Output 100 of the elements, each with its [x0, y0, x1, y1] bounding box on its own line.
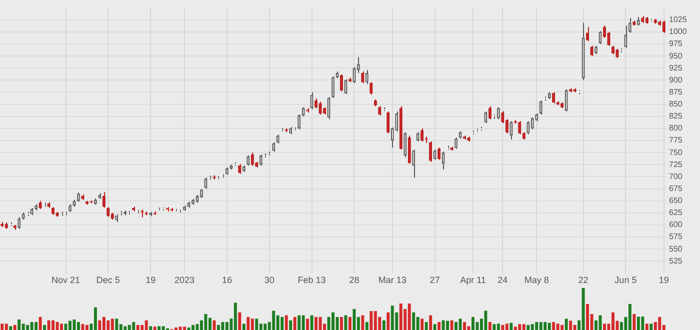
x-tick-label: Nov 21 [51, 275, 80, 286]
bar [187, 327, 190, 330]
bar [650, 324, 653, 330]
bar [484, 310, 488, 330]
candlestick [340, 74, 343, 92]
bar [280, 316, 284, 330]
bar [115, 318, 118, 330]
bar [22, 324, 25, 330]
x-tick-label: Apr 11 [460, 275, 486, 286]
candlestick [251, 152, 254, 166]
bar [56, 322, 59, 330]
bar [433, 324, 436, 330]
y-tick-label: 925 [669, 63, 683, 72]
bar [272, 310, 276, 330]
bar [110, 318, 114, 330]
candlestick [582, 22, 585, 81]
bar [136, 324, 140, 330]
x-tick-label: 2023 [174, 275, 195, 286]
candlestick [260, 154, 262, 166]
bar [306, 318, 310, 330]
bar [132, 322, 136, 330]
candlestick [332, 76, 334, 99]
candlestick [60, 211, 63, 216]
candlestick [302, 106, 305, 117]
bar [582, 288, 585, 330]
bar [18, 320, 21, 330]
candlestick [120, 210, 122, 216]
bar [30, 322, 34, 330]
candlestick [344, 78, 348, 95]
bar [128, 324, 131, 330]
bar [221, 322, 224, 330]
y-tick-label: 550 [669, 244, 683, 254]
y-tick-label: 750 [669, 148, 683, 157]
bar [501, 324, 504, 330]
bar [34, 322, 38, 330]
y-tick-label: 975 [669, 39, 683, 48]
candlestick [18, 216, 20, 230]
bar [250, 318, 254, 330]
bar [530, 324, 534, 330]
bar [408, 304, 411, 330]
y-tick-label: 900 [669, 75, 683, 84]
candlestick [43, 202, 46, 208]
bar [149, 326, 152, 330]
bar [569, 320, 572, 330]
bar [514, 326, 517, 330]
bar [365, 322, 368, 330]
bar [556, 324, 560, 330]
bar [310, 315, 314, 330]
bar [332, 312, 334, 330]
candlestick [327, 96, 330, 120]
bar [38, 316, 42, 330]
bar [284, 315, 288, 330]
candlestick [366, 70, 368, 85]
candlestick [497, 106, 500, 120]
bar [344, 315, 348, 330]
y-tick-label: 950 [669, 51, 683, 60]
bar [492, 324, 496, 330]
x-tick-label: Mar 13 [378, 275, 406, 286]
bar [293, 316, 296, 330]
bar [424, 322, 428, 330]
bar [192, 324, 194, 330]
x-tick-label: 30 [264, 275, 274, 286]
bar [560, 324, 564, 330]
candlestick [204, 177, 208, 190]
bar [4, 324, 8, 330]
bar [26, 324, 30, 330]
bar [488, 322, 492, 330]
candlestick [268, 151, 271, 156]
bar [178, 326, 182, 330]
y-tick-label: 675 [669, 184, 683, 193]
bar [390, 306, 394, 330]
bar [314, 316, 318, 330]
bar [52, 320, 55, 330]
bar [544, 322, 547, 330]
candlestick [412, 149, 415, 178]
candlestick [586, 26, 589, 42]
bar [611, 312, 614, 330]
bar [68, 320, 72, 330]
candlestick [598, 30, 602, 44]
bar [140, 324, 144, 330]
bar [454, 322, 458, 330]
bar [636, 316, 640, 330]
candlestick [530, 116, 534, 130]
bar [412, 312, 416, 330]
bar [586, 304, 590, 330]
candlestick [518, 120, 522, 135]
candlestick [539, 100, 542, 115]
bar [539, 322, 542, 330]
bar [0, 324, 4, 330]
x-tick-label: 19 [146, 275, 156, 286]
bar [76, 322, 80, 330]
x-tick-label: 16 [222, 275, 232, 286]
bar [420, 318, 424, 330]
bar [382, 320, 386, 330]
candlestick [361, 70, 364, 84]
candlestick [433, 149, 436, 160]
candlestick [420, 128, 424, 142]
bar [399, 304, 402, 330]
bar [370, 311, 373, 330]
x-tick-label: Feb 13 [298, 275, 326, 286]
